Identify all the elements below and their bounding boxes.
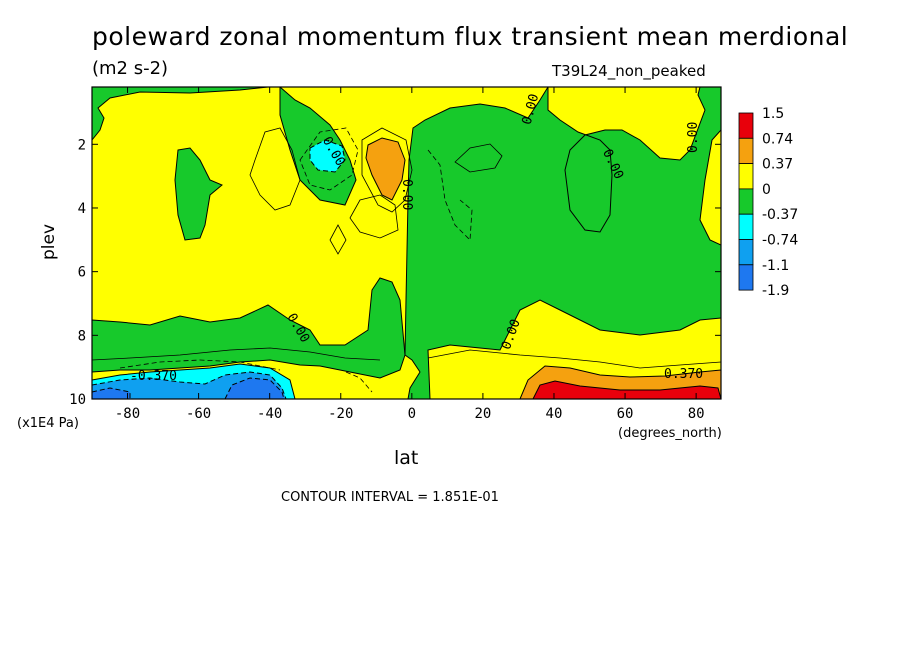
colorbar-label: 0 (762, 182, 771, 198)
colorbar-label: -1.9 (762, 283, 789, 299)
contour-interval: CONTOUR INTERVAL = 1.851E-01 (281, 490, 499, 505)
y-axis-ticks: 2 4 6 8 10 (69, 137, 721, 408)
plot-frame (91, 86, 722, 400)
x-tick-label: -40 (257, 406, 282, 422)
x-axis-ticks: -80 -60 -40 -20 0 20 40 60 80 (115, 87, 705, 422)
colorbar-label: -0.37 (762, 207, 798, 223)
contour-lines (92, 127, 721, 393)
colorbar-swatch (738, 213, 754, 240)
contour-label: 0.370 (664, 367, 703, 382)
region-fill (92, 277, 406, 379)
region-fill (365, 137, 406, 201)
region-fill (532, 380, 721, 399)
y-tick-label: 8 (78, 328, 86, 344)
colorbar-label: 0.37 (762, 157, 793, 173)
contour-label: 0.00 (686, 122, 701, 153)
y-tick-label: 2 (78, 137, 86, 153)
colorbar-label: 1.5 (762, 106, 784, 122)
contour-label: -0.370 (130, 369, 177, 384)
x-tick-label: 0 (408, 406, 416, 422)
run-name: T39L24_non_peaked (552, 62, 706, 80)
colorbar-swatch (738, 188, 754, 215)
colorbar-swatch (738, 163, 754, 190)
colorbar-label: 0.74 (762, 131, 793, 147)
chart-title: poleward zonal momentum flux transient m… (92, 22, 849, 51)
region-fill (92, 387, 131, 399)
y-unit-note: (x1E4 Pa) (17, 416, 79, 431)
region-fill (174, 147, 223, 241)
x-tick-label: 80 (688, 406, 705, 422)
y-tick-label: 6 (78, 265, 86, 281)
colorbar-swatch (738, 239, 754, 266)
x-tick-label: -60 (186, 406, 211, 422)
colorbar-swatch (738, 137, 754, 165)
colorbar: 1.5 0.74 0.37 0 -0.37 -0.74 -1.1 -1.9 (738, 106, 798, 299)
y-tick-label: 10 (69, 392, 86, 408)
x-tick-label: 60 (617, 406, 634, 422)
x-tick-label: 20 (474, 406, 491, 422)
x-axis-label: lat (394, 447, 419, 469)
colorbar-swatch (738, 264, 754, 291)
x-tick-label: 40 (546, 406, 563, 422)
colorbar-swatch (738, 112, 754, 139)
chart-units: (m2 s-2) (92, 58, 169, 79)
x-tick-label: -20 (328, 406, 353, 422)
region-fill (309, 139, 346, 173)
region-fill (92, 87, 269, 141)
region-fill (280, 87, 721, 399)
colorbar-label: -0.74 (762, 233, 798, 249)
contour-label: 0.00 (399, 179, 414, 210)
colorbar-label: -1.1 (762, 258, 789, 274)
y-tick-label: 4 (78, 201, 86, 217)
x-tick-label: -80 (115, 406, 140, 422)
x-unit-note: (degrees_north) (618, 426, 722, 441)
contour-fill-layer (92, 87, 721, 399)
